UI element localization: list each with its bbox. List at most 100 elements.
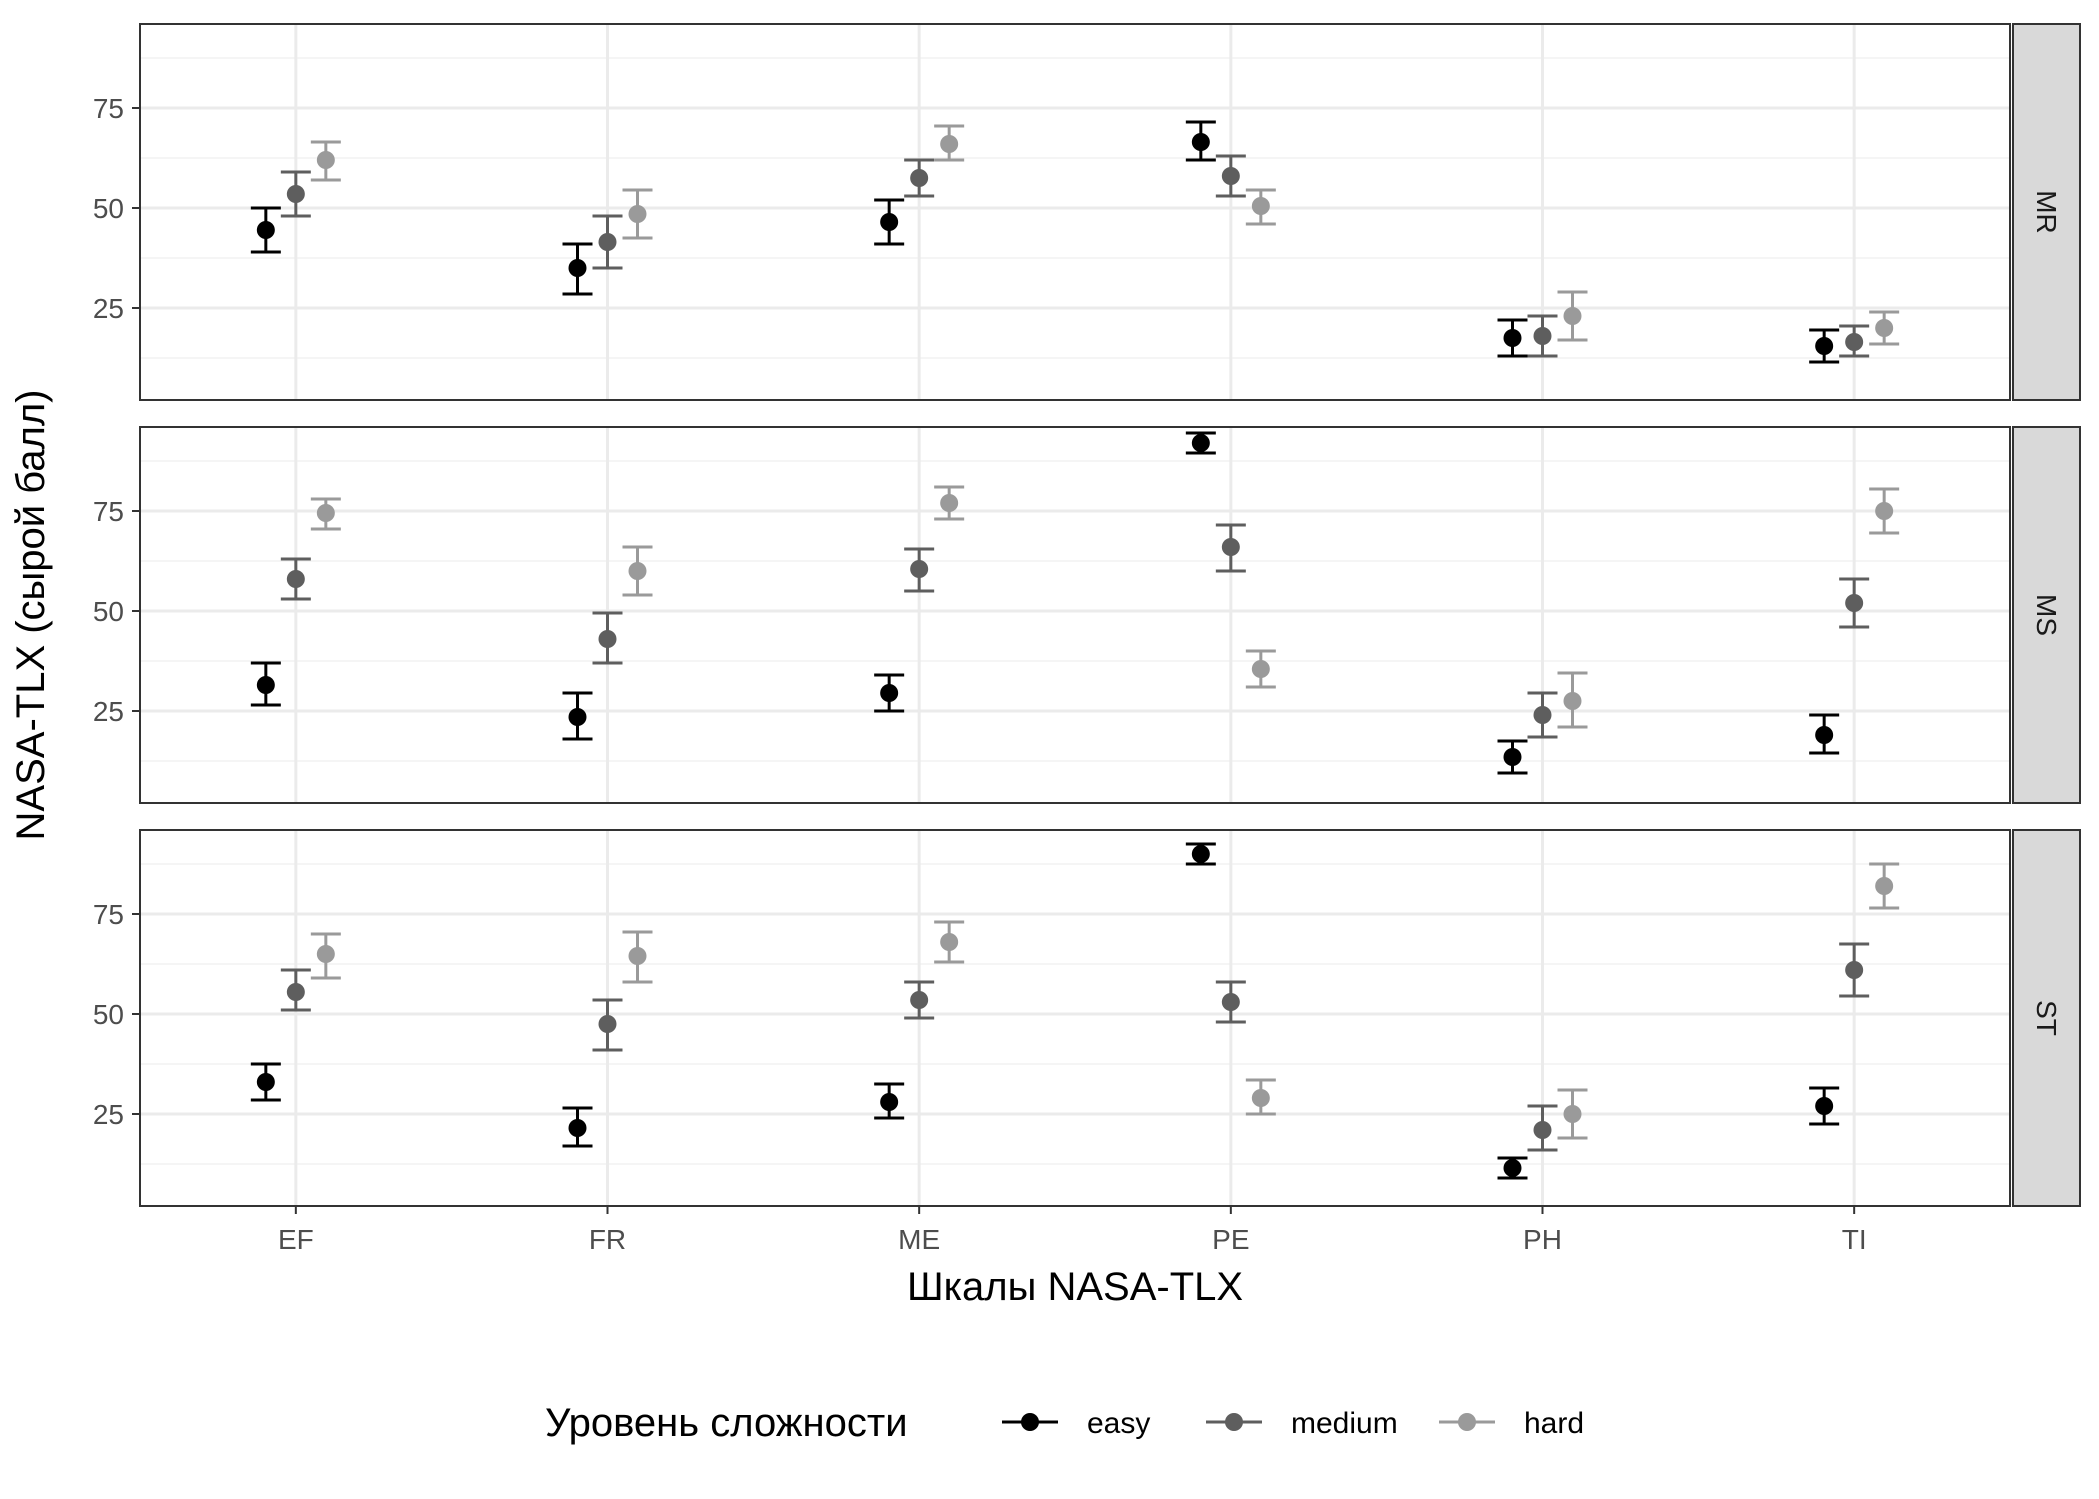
data-point xyxy=(1815,726,1834,744)
data-point xyxy=(1221,993,1240,1011)
series-easy xyxy=(250,120,1840,364)
facet-panel-mr: 25 50 75 MR xyxy=(93,23,2081,401)
data-point xyxy=(1251,660,1270,678)
data-point xyxy=(286,983,305,1001)
data-point xyxy=(256,221,275,239)
facet-strip xyxy=(2012,23,2081,401)
data-point xyxy=(910,169,929,187)
data-point xyxy=(1875,877,1894,895)
series-medium xyxy=(280,942,1870,1152)
y-tick-label: 75 xyxy=(93,93,124,124)
data-point xyxy=(940,933,959,951)
data-point xyxy=(316,504,335,522)
data-point xyxy=(1815,1097,1834,1115)
y-tick-label: 25 xyxy=(93,1099,124,1130)
panel-border xyxy=(139,23,2011,401)
data-point xyxy=(1845,594,1864,612)
legend-label-medium: medium xyxy=(1291,1407,1398,1440)
panel-background xyxy=(140,427,2010,803)
panel-background xyxy=(140,830,2010,1206)
data-point xyxy=(940,135,959,153)
data-point xyxy=(316,945,335,963)
x-tick-label: PE xyxy=(1212,1224,1249,1255)
y-tick-label: 75 xyxy=(93,496,124,527)
facet-strip-label: MS xyxy=(2031,594,2062,636)
data-point xyxy=(316,151,335,169)
facet-strip xyxy=(2012,829,2081,1207)
data-point xyxy=(1251,197,1270,215)
data-point xyxy=(1533,706,1552,724)
y-tick-label: 50 xyxy=(93,193,124,224)
legend-key-medium xyxy=(1206,1413,1262,1431)
data-point xyxy=(1845,333,1864,351)
legend-key-point xyxy=(1458,1413,1476,1431)
data-point xyxy=(940,494,959,512)
data-point xyxy=(1503,329,1522,347)
series-easy xyxy=(250,842,1840,1180)
series-hard xyxy=(310,485,1900,729)
data-point xyxy=(1503,1159,1522,1177)
legend-label-hard: hard xyxy=(1524,1407,1584,1440)
data-point xyxy=(880,684,899,702)
legend-key-easy xyxy=(1002,1413,1058,1431)
facet-strip xyxy=(2012,426,2081,804)
data-point xyxy=(1251,1089,1270,1107)
legend-title: Уровень сложности xyxy=(545,1401,908,1445)
data-point xyxy=(1875,319,1894,337)
legend-key-point xyxy=(1225,1413,1243,1431)
data-point xyxy=(1533,327,1552,345)
y-tick-label: 75 xyxy=(93,899,124,930)
data-point xyxy=(286,570,305,588)
series-hard xyxy=(310,862,1900,1140)
data-point xyxy=(598,233,617,251)
data-point xyxy=(256,676,275,694)
facet-strip-label: ST xyxy=(2031,1000,2062,1036)
legend-key-hard xyxy=(1439,1413,1495,1431)
data-point xyxy=(568,708,587,726)
data-point xyxy=(1191,133,1210,151)
data-point xyxy=(880,1093,899,1111)
series-medium xyxy=(280,154,1870,358)
x-axis-title: Шкалы NASA-TLX xyxy=(907,1265,1243,1309)
data-point xyxy=(628,947,647,965)
x-tick-label: TI xyxy=(1842,1224,1867,1255)
data-point xyxy=(628,205,647,223)
legend-label-easy: easy xyxy=(1087,1407,1150,1440)
data-point xyxy=(1221,167,1240,185)
panel-border xyxy=(139,426,2011,804)
data-point xyxy=(910,991,929,1009)
data-point xyxy=(910,560,929,578)
data-point xyxy=(598,1015,617,1033)
data-point xyxy=(1875,502,1894,520)
data-point xyxy=(286,185,305,203)
data-point xyxy=(598,630,617,648)
series-hard xyxy=(310,124,1900,346)
legend-key-point xyxy=(1021,1413,1039,1431)
data-point xyxy=(628,562,647,580)
legend: Уровень сложности easy medium hard xyxy=(545,1401,1584,1445)
x-tick-label: PH xyxy=(1523,1224,1562,1255)
series-easy xyxy=(250,431,1840,775)
data-point xyxy=(880,213,899,231)
data-point xyxy=(1191,845,1210,863)
y-tick-label: 50 xyxy=(93,596,124,627)
facet-panel-st: 25 50 75 ST xyxy=(93,829,2081,1207)
series-medium xyxy=(280,523,1870,739)
x-tick-label: ME xyxy=(898,1224,940,1255)
data-point xyxy=(1503,748,1522,766)
data-point xyxy=(568,1119,587,1137)
data-point xyxy=(568,259,587,277)
data-point xyxy=(256,1073,275,1091)
x-tick-label: EF xyxy=(278,1224,314,1255)
data-point xyxy=(1533,1121,1552,1139)
x-tick-label: FR xyxy=(589,1224,626,1255)
y-tick-label: 25 xyxy=(93,696,124,727)
facet-strip-label: MR xyxy=(2031,190,2062,234)
panel-background xyxy=(140,24,2010,400)
data-point xyxy=(1563,692,1582,710)
y-tick-label: 50 xyxy=(93,999,124,1030)
data-point xyxy=(1815,337,1834,355)
facet-panel-ms: 25 50 75 MS xyxy=(93,426,2081,804)
y-tick-label: 25 xyxy=(93,293,124,324)
